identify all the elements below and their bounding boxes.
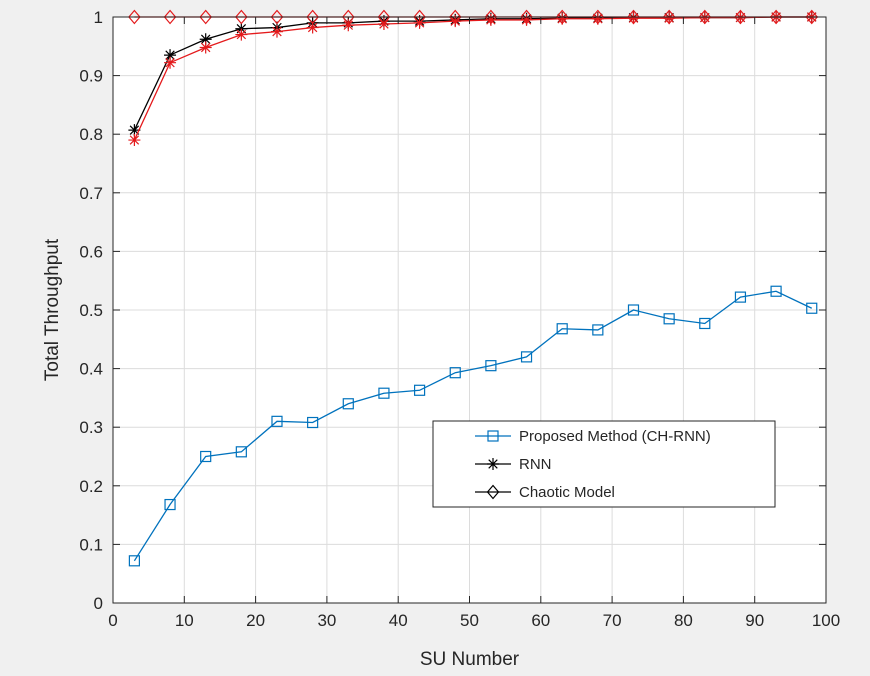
data-point: [484, 13, 497, 26]
data-point: [806, 302, 818, 314]
data-point: [449, 367, 461, 379]
data-point: [128, 9, 141, 25]
y-tick-label: 0.8: [79, 125, 103, 144]
data-point: [769, 9, 783, 25]
data-point: [556, 323, 568, 335]
x-tick-label: 100: [812, 611, 840, 630]
data-point: [200, 450, 212, 463]
data-point: [627, 9, 640, 25]
data-point: [485, 360, 497, 372]
y-tick-label: 0.1: [79, 535, 103, 554]
data-point: [699, 317, 711, 330]
legend-marker: [487, 458, 499, 470]
data-point: [413, 9, 426, 25]
y-tick-label: 0.3: [79, 418, 103, 437]
data-point: [413, 384, 426, 396]
data-point: [128, 134, 141, 147]
data-point: [164, 49, 177, 62]
data-point: [235, 9, 248, 25]
data-point: [307, 416, 319, 429]
y-tick-label: 0: [94, 594, 103, 613]
data-point: [555, 9, 569, 25]
data-point: [662, 9, 676, 25]
data-point: [199, 9, 212, 25]
data-point: [342, 398, 354, 410]
data-point: [449, 15, 462, 28]
data-point: [592, 324, 604, 336]
y-tick-label: 1: [94, 8, 103, 27]
data-point: [448, 9, 462, 25]
y-axis-title: Total Throughput: [42, 238, 63, 381]
ticks: [112, 16, 827, 604]
data-point: [663, 12, 676, 25]
data-point: [164, 498, 176, 511]
series-line: [133, 290, 813, 562]
y-tick-label: 0.9: [79, 67, 103, 86]
data-point: [270, 25, 283, 38]
data-point: [306, 21, 319, 34]
data-point: [377, 9, 391, 25]
y-tick-label: 0.5: [79, 301, 103, 320]
x-axis-title: SU Number: [420, 649, 520, 670]
y-tick-label: 0.6: [79, 242, 103, 261]
data-point: [199, 33, 212, 46]
tick-labels: 0 10 20 30 40 50 60 70 80 90 100 0 0.1 0.2 0.3 0.4 0.5 0.…: [79, 8, 840, 630]
legend-item: Chaotic Model: [475, 484, 615, 501]
legend-label: Proposed Method (CH-RNN): [519, 428, 711, 445]
legend-label: RNN: [519, 456, 552, 473]
data-point: [235, 28, 248, 41]
data-point: [556, 12, 569, 25]
data-point: [484, 9, 498, 25]
y-tick-label: 0.7: [79, 184, 103, 203]
data-point: [520, 9, 533, 25]
data-point: [128, 555, 140, 567]
data-point: [342, 19, 355, 32]
x-tick-label: 80: [674, 611, 693, 630]
x-tick-label: 30: [317, 611, 336, 630]
legend: Proposed Method (CH-RNN) RNN Chaotic Model: [432, 420, 776, 508]
x-tick-label: 0: [108, 611, 117, 630]
y-tick-label: 0.4: [79, 360, 103, 379]
x-tick-label: 50: [460, 611, 479, 630]
x-tick-label: 40: [389, 611, 408, 630]
data-point: [698, 9, 712, 25]
data-point: [663, 313, 675, 325]
data-point: [591, 9, 605, 25]
legend-marker: [487, 430, 499, 442]
data-point: [342, 9, 355, 25]
x-tick-label: 60: [531, 611, 550, 630]
legend-item: Proposed Method (CH-RNN): [475, 428, 711, 445]
data-point: [627, 304, 640, 316]
legend-marker: [486, 484, 500, 500]
data-point: [591, 12, 604, 25]
data-point: [770, 285, 782, 297]
data-point: [520, 13, 533, 26]
legend-item: RNN: [475, 456, 552, 473]
data-point: [805, 9, 819, 25]
x-tick-label: 90: [745, 611, 764, 630]
data-point: [734, 291, 747, 303]
data-point: [164, 56, 177, 69]
series-0: [128, 285, 818, 567]
data-point: [627, 12, 640, 25]
x-tick-label: 10: [175, 611, 194, 630]
data-point: [734, 9, 747, 25]
data-point: [520, 351, 533, 363]
data-point: [235, 446, 247, 458]
data-point: [163, 9, 177, 25]
legend-label: Chaotic Model: [519, 484, 615, 501]
data-point: [199, 41, 212, 54]
y-tick-label: 0.2: [79, 477, 103, 496]
data-point: [306, 9, 319, 25]
data-point: [271, 415, 283, 427]
x-tick-label: 70: [603, 611, 622, 630]
data-point: [270, 9, 284, 25]
data-point: [378, 387, 390, 399]
data-point: [128, 124, 141, 137]
x-tick-label: 20: [246, 611, 265, 630]
